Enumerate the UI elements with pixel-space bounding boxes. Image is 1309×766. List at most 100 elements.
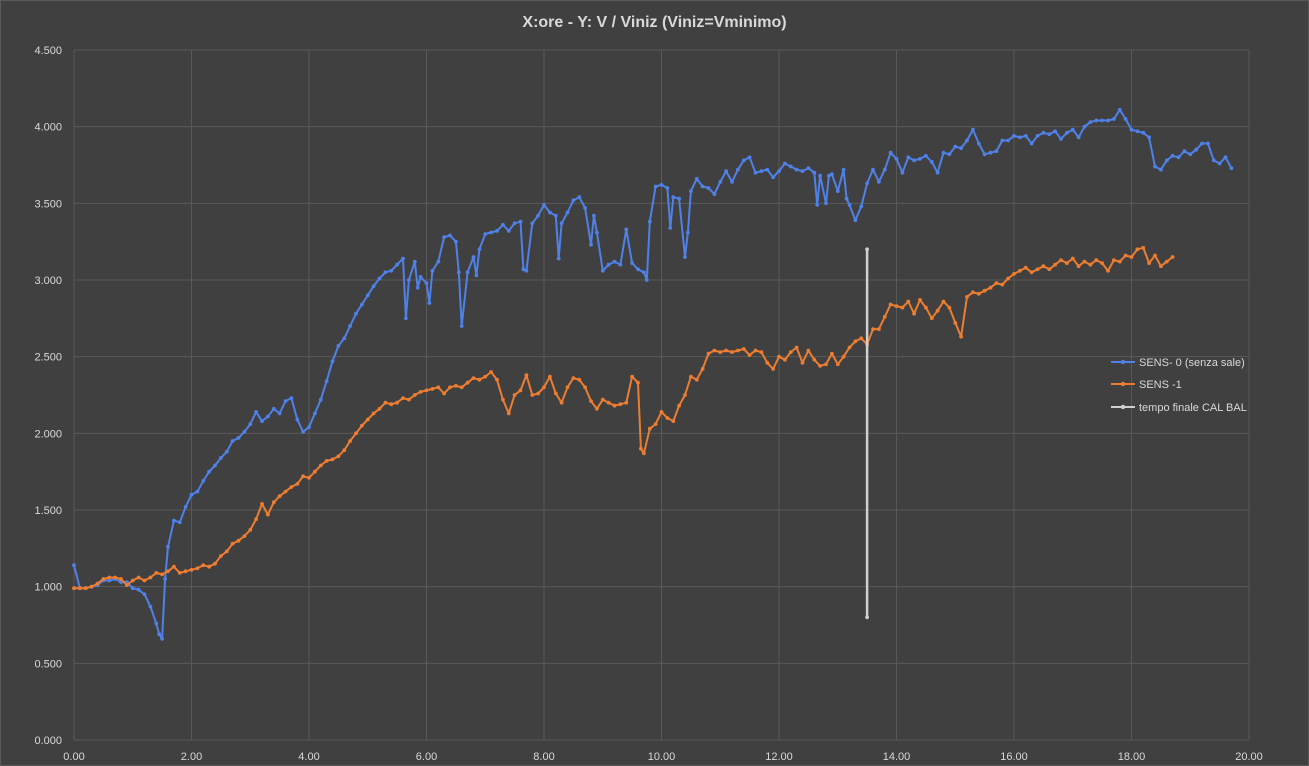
data-point	[1112, 117, 1116, 121]
data-point	[407, 397, 411, 402]
data-point	[360, 302, 364, 307]
data-point	[395, 400, 399, 405]
data-point	[924, 153, 928, 158]
data-point	[1106, 268, 1110, 273]
data-point	[894, 304, 899, 308]
data-point	[536, 391, 540, 396]
data-point	[207, 469, 212, 474]
data-point	[189, 492, 194, 497]
data-point	[900, 305, 905, 310]
data-point	[747, 353, 752, 357]
data-point	[571, 376, 576, 380]
data-point	[565, 210, 570, 215]
data-point	[1029, 270, 1034, 275]
data-point	[994, 149, 999, 154]
data-point	[236, 538, 241, 543]
data-point	[318, 397, 323, 402]
data-point	[753, 170, 758, 175]
data-point	[427, 301, 432, 305]
data-point	[788, 164, 793, 169]
data-point	[865, 615, 869, 620]
data-point	[759, 350, 764, 354]
data-point	[83, 586, 88, 591]
data-point	[1088, 120, 1093, 124]
data-point	[277, 411, 282, 416]
data-point	[1094, 118, 1099, 123]
x-tick-label: 2.00	[181, 751, 202, 763]
data-point	[456, 270, 461, 275]
data-point	[160, 572, 165, 577]
data-point	[806, 348, 811, 353]
data-point	[172, 564, 176, 569]
data-point	[283, 489, 288, 494]
data-point	[741, 158, 746, 163]
data-point	[401, 256, 405, 261]
data-point	[906, 155, 911, 160]
data-point	[644, 278, 649, 282]
data-point	[365, 293, 370, 298]
data-point	[230, 439, 235, 443]
y-tick-label: 4.500	[34, 45, 62, 57]
data-point	[724, 169, 728, 174]
data-point	[736, 348, 740, 353]
data-point	[1147, 135, 1151, 140]
data-point	[324, 379, 329, 384]
data-point	[1129, 127, 1134, 132]
data-point	[407, 278, 411, 282]
legend-entry: tempo finale CAL BAL	[1111, 402, 1247, 414]
data-point	[412, 259, 417, 264]
data-point	[965, 138, 969, 143]
data-point	[1082, 259, 1087, 264]
legend-label: SENS -1	[1139, 379, 1182, 391]
data-point	[1100, 118, 1104, 123]
data-point	[471, 376, 476, 380]
data-point	[1041, 130, 1046, 135]
data-point	[912, 311, 916, 316]
data-point	[1006, 138, 1010, 143]
data-point	[1141, 245, 1146, 250]
data-point	[336, 344, 341, 348]
data-point	[424, 388, 429, 393]
legend-label: SENS- 0 (senza sale)	[1139, 357, 1245, 369]
data-point	[412, 393, 417, 397]
data-point	[1229, 166, 1234, 171]
data-point	[929, 160, 934, 164]
data-point	[1047, 132, 1052, 137]
data-point	[495, 229, 499, 233]
data-point	[301, 474, 305, 479]
data-point	[125, 583, 129, 587]
data-point	[1047, 267, 1052, 272]
data-point	[592, 213, 596, 218]
data-point	[477, 377, 482, 382]
data-point	[1100, 261, 1104, 265]
data-point	[1200, 141, 1204, 146]
data-point	[1070, 127, 1075, 132]
legend: SENS- 0 (senza sale) SENS -1 tempo finale …	[1111, 357, 1247, 414]
data-point	[318, 463, 323, 468]
x-tick-label: 14.00	[883, 751, 911, 763]
data-point	[521, 267, 526, 272]
data-point	[307, 475, 311, 480]
data-point	[624, 400, 629, 405]
data-point	[830, 172, 834, 177]
data-point	[636, 267, 640, 272]
data-point	[371, 284, 376, 288]
data-point	[630, 261, 634, 265]
data-point	[242, 534, 247, 538]
y-tick-label: 1.500	[34, 505, 62, 517]
y-tick-label: 0.500	[34, 658, 62, 670]
data-point	[142, 578, 147, 583]
data-point	[348, 324, 352, 328]
data-point	[906, 299, 911, 304]
data-point	[736, 167, 740, 172]
data-point	[530, 393, 535, 397]
data-point	[78, 586, 82, 591]
data-point	[553, 391, 558, 396]
data-point	[800, 169, 805, 174]
data-point	[618, 262, 623, 267]
data-point	[959, 334, 963, 339]
data-point	[835, 189, 840, 194]
data-point	[1223, 155, 1228, 160]
data-point	[163, 577, 168, 581]
